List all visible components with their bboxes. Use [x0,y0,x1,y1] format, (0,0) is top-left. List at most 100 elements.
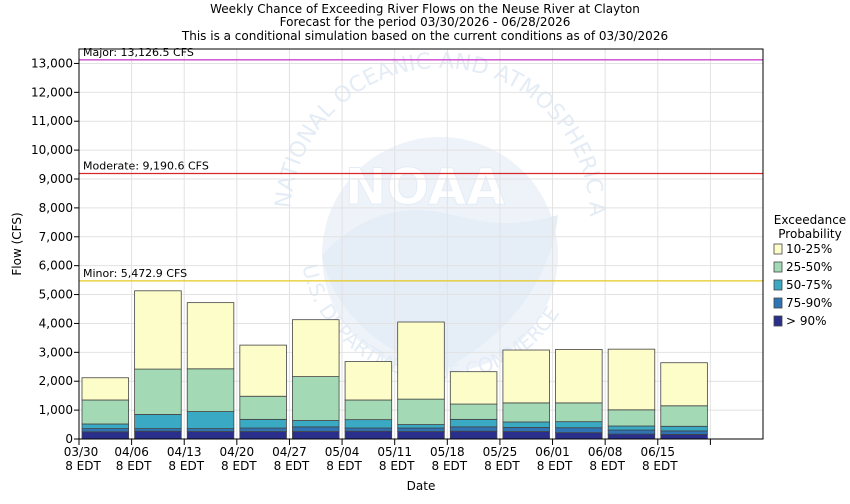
bar-segment [397,424,445,429]
y-tick-label: 3,000 [39,345,73,359]
bar-segment [134,414,182,430]
bar-segment [449,430,498,440]
bar-segment [186,428,235,432]
bar-segment [81,428,130,433]
y-tick-label: 5,000 [39,288,73,302]
y-tick-label: 13,000 [31,56,73,70]
x-tick-label-time: 8 EDT [65,459,101,473]
y-tick-label: 0 [65,432,73,446]
chart-title: Weekly Chance of Exceeding River Flows o… [181,2,668,43]
bar-segment [607,409,656,427]
bar-segment [186,302,235,370]
bar-segment [660,362,708,407]
bar-segment [449,426,498,432]
bar-stack [344,361,393,440]
bar-segment [502,349,550,404]
bar-segment [239,344,287,397]
bar-stack [239,344,287,440]
bar-segment [502,431,550,440]
bar-stack [134,290,182,440]
bar-segment [555,421,603,429]
bar-stack [81,377,130,440]
bar-stack [607,348,656,440]
bar-segment [502,402,550,423]
bar-segment [81,399,130,425]
bar-segment [397,427,445,432]
y-tick-label: 8,000 [39,201,73,215]
bar-stack [449,371,498,440]
legend-title-line-2: Probability [778,227,841,241]
y-axis-title: Flow (CFS) [10,212,24,275]
legend-swatch [773,315,783,327]
bar-segment [344,361,393,401]
stacked-bars [81,290,708,440]
bar-segment [555,427,603,434]
bar-stack [186,302,235,440]
x-tick-label-time: 8 EDT [274,459,310,473]
bar-stack [502,349,550,440]
bar-stack [292,319,340,440]
bar-segment [239,418,287,429]
bar-segment [502,421,550,428]
bar-segment [81,423,130,430]
bar-segment [449,371,498,405]
bar-segment [660,425,708,432]
bar-segment [239,395,287,420]
x-tick-label-date: 06/15 [640,445,675,459]
bar-segment [397,431,445,440]
y-tick-label: 2,000 [39,374,73,388]
bar-segment [555,432,603,440]
bar-segment [502,427,550,432]
bar-stack [555,349,603,440]
bar-segment [607,429,656,435]
x-tick-label-date: 06/01 [535,445,570,459]
bar-segment [607,348,656,411]
x-tick-label-date: 06/08 [588,445,623,459]
threshold-label: Minor: 5,472.9 CFS [83,267,187,280]
bar-segment [81,377,130,401]
bar-segment [397,321,445,400]
x-tick-label-time: 8 EDT [326,459,362,473]
grid-lines [79,49,763,439]
bar-segment [239,427,287,432]
x-tick-label-date: 04/27 [272,445,307,459]
y-tick-label: 12,000 [31,85,73,99]
legend-swatch [773,297,783,309]
x-tick-label-time: 8 EDT [642,459,678,473]
y-tick-label: 11,000 [31,114,73,128]
bar-segment [607,425,656,431]
legend-label: > 90% [786,314,827,328]
x-tick-label-time: 8 EDT [537,459,573,473]
x-tick-label-date: 04/20 [220,445,255,459]
legend: Exceedance Probability 10-25% 25-50% 50-75… [773,213,846,328]
bar-stack [660,362,708,440]
bar-segment [344,427,393,432]
bar-segment [344,399,393,421]
bar-segment [292,426,340,432]
bar-segment [397,398,445,425]
x-tick-label-time: 8 EDT [484,459,520,473]
x-tick-label-time: 8 EDT [589,459,625,473]
title-line-1: Weekly Chance of Exceeding River Flows o… [210,2,640,16]
bar-segment [81,431,130,440]
noaa-logo-bird-shape [322,209,558,372]
x-tick-label-time: 8 EDT [116,459,152,473]
title-line-3: This is a conditional simulation based o… [181,29,668,43]
noaa-logo-letters: NOAA [345,158,506,216]
threshold-label: Moderate: 9,190.6 CFS [83,159,209,172]
bar-segment [292,319,340,378]
x-tick-label-date: 04/13 [167,445,202,459]
x-tick-label-time: 8 EDT [432,459,468,473]
x-tick-label-date: 05/04 [325,445,360,459]
x-tick-label-date: 04/06 [114,445,149,459]
legend-label: 50-75% [786,278,832,292]
x-tick-label-date: 05/25 [483,445,518,459]
x-tick-label-time: 8 EDT [221,459,257,473]
legend-swatch [773,243,783,255]
bar-segment [344,430,393,440]
bar-segment [134,368,182,415]
bar-segment [292,420,340,428]
